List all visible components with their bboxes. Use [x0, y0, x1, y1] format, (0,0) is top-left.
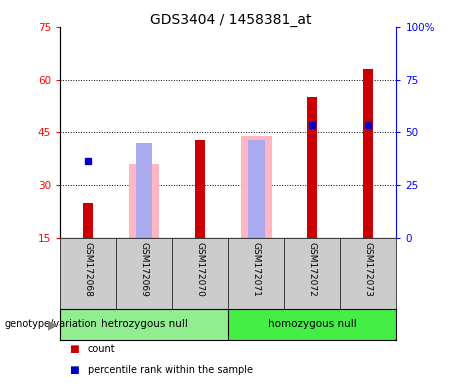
Text: percentile rank within the sample: percentile rank within the sample	[88, 365, 253, 375]
Text: ■: ■	[69, 365, 79, 375]
Bar	[129, 164, 160, 238]
Bar	[307, 97, 317, 238]
Text: ■: ■	[69, 344, 79, 354]
Text: hetrozygous null: hetrozygous null	[100, 319, 188, 329]
Bar	[241, 136, 272, 238]
Bar	[228, 309, 396, 340]
Text: GSM172073: GSM172073	[364, 242, 373, 296]
Text: ▶: ▶	[48, 318, 58, 331]
Text: GSM172070: GSM172070	[195, 242, 205, 296]
Bar	[195, 139, 205, 238]
Bar	[60, 309, 228, 340]
Text: GSM172071: GSM172071	[252, 242, 261, 296]
Bar	[83, 203, 93, 238]
Text: count: count	[88, 344, 115, 354]
Text: GSM172072: GSM172072	[308, 242, 317, 296]
Bar	[136, 143, 153, 238]
Text: GSM172069: GSM172069	[140, 242, 148, 296]
Bar	[363, 69, 373, 238]
Bar	[248, 139, 265, 238]
Text: homozygous null: homozygous null	[268, 319, 357, 329]
Text: genotype/variation: genotype/variation	[5, 319, 97, 329]
Text: GDS3404 / 1458381_at: GDS3404 / 1458381_at	[150, 13, 311, 27]
Text: GSM172068: GSM172068	[83, 242, 93, 296]
